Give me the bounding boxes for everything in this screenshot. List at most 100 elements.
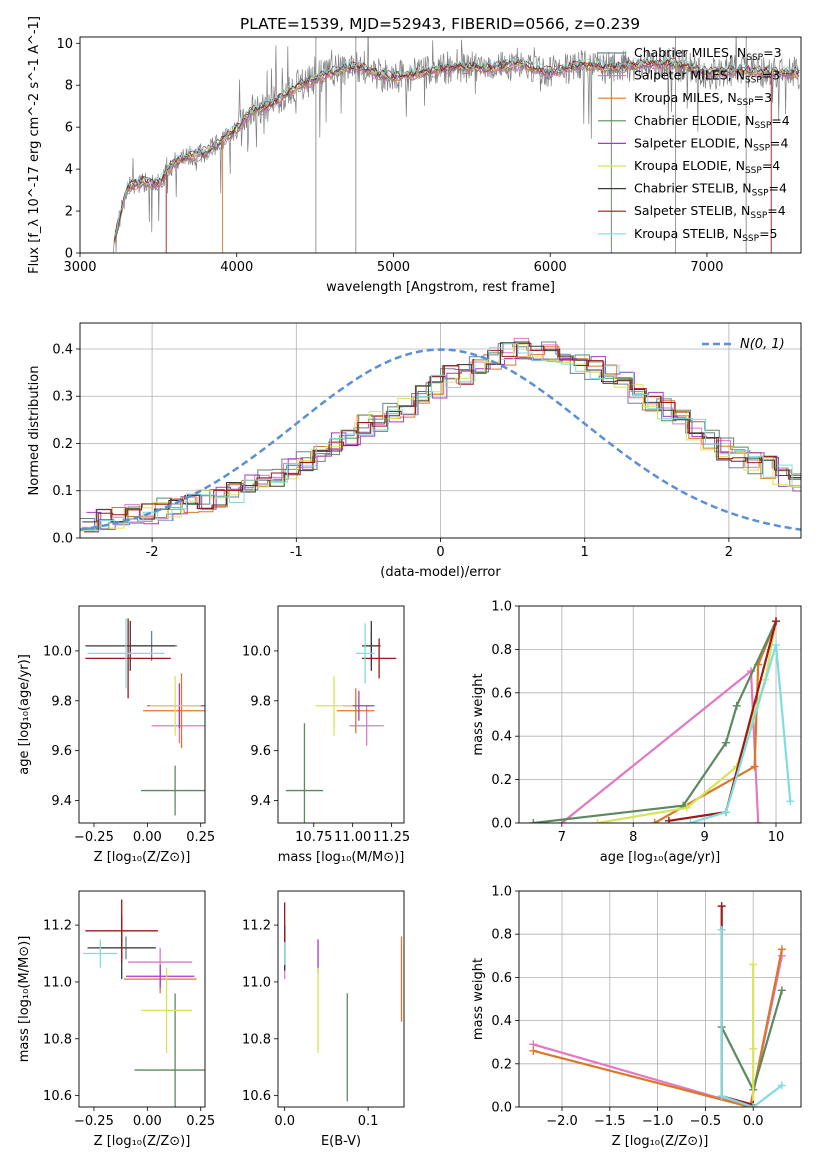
x-tick-label: 0.0 [743, 1114, 764, 1129]
x-tick-label: 0 [436, 545, 444, 560]
mass-weight-marker [749, 1044, 758, 1053]
legend-label: Kroupa STELIB, NSSP=5 [634, 226, 778, 244]
panel-age-vs-Z: −0.25 0.00 0.25 9.4 9.6 9.8 10.0 Z [log₁₀(Z/Z⊙)… [17, 605, 215, 865]
mass-weight-marker [754, 819, 763, 823]
panel-age-vs-mass: 10.75 11.00 11.25 9.4 9.6 9.8 10.0 mass [log₁₀(… [242, 605, 410, 865]
legend-subscript: SSP [752, 189, 769, 199]
legend-label: Kroupa MILES, NSSP=3 [634, 90, 772, 108]
legend-subscript: SSP [746, 53, 763, 63]
y-tick-label: 0.2 [491, 773, 512, 788]
grid [519, 606, 801, 823]
mass-weight-marker [777, 945, 786, 954]
histogram-step [80, 341, 801, 530]
y-tick-label: 9.4 [51, 794, 72, 809]
spectrum-legend: Chabrier MILES, NSSP=3 Salpeter MILES, NS… [598, 45, 790, 244]
axes-frame [79, 322, 802, 539]
axes-frame [79, 36, 802, 254]
panel-mass-vs-Z: −0.25 0.00 0.25 10.6 10.8 11.0 11.2 Z [log₁₀(Z/… [17, 890, 215, 1149]
histogram-step [80, 343, 801, 532]
x-tick-label: 8 [629, 830, 637, 845]
y-tick-label: 9.6 [250, 744, 271, 759]
y-axis-label: mass [log₁₀(M/M⊙)] [17, 936, 32, 1063]
mass-weight-marker [749, 960, 758, 969]
plot-area [112, 37, 800, 253]
y-tick-label: 10.8 [242, 1032, 271, 1047]
mass-weight-line [720, 990, 783, 1093]
mass-weight-marker [772, 617, 781, 626]
legend-subscript: SSP [737, 98, 754, 108]
y-tick-label: 10.0 [43, 644, 72, 659]
x-tick-label: 7 [558, 830, 566, 845]
x-tick-label: 10 [768, 830, 785, 845]
y-tick-label: 9.6 [51, 744, 72, 759]
plot-area [519, 606, 801, 823]
legend-normal-label: N(0, 1) [740, 337, 785, 352]
x-tick-label: 5000 [377, 260, 410, 275]
plot-area [80, 323, 801, 538]
x-axis-label: E(B-V) [321, 1134, 361, 1149]
x-tick-label: -1 [290, 545, 303, 560]
panel-residuals: -2 -1 0 1 2 0.0 0.1 0.2 0.3 0.4 (data-model)/error… [27, 322, 802, 580]
y-tick-label: 0.0 [52, 532, 73, 547]
y-tick-label: 0.2 [491, 1057, 512, 1072]
axes-frame [78, 605, 206, 824]
x-tick-label: 1 [581, 545, 589, 560]
y-tick-label: 1.0 [491, 600, 512, 615]
plot-area [83, 899, 205, 1107]
x-axis-label: Z [log₁₀(Z/Z⊙)] [94, 1134, 191, 1149]
y-tick-label: 8 [65, 79, 73, 94]
y-tick-label: 0.4 [491, 730, 512, 745]
y-tick-label: 0.4 [52, 342, 73, 357]
y-tick-label: 0.1 [52, 484, 73, 499]
legend-subscript: SSP [754, 121, 771, 131]
y-tick-label: 0.8 [491, 928, 512, 943]
y-tick-label: 0.6 [491, 971, 512, 986]
x-axis-label: wavelength [Angstrom, rest frame] [326, 280, 555, 295]
y-tick-label: 10.6 [43, 1089, 72, 1104]
plot-area [519, 891, 801, 1107]
panel-mass-vs-ebv: 0.0 0.1 10.6 10.8 11.0 11.2 E(B-V) [242, 890, 405, 1149]
x-axis-label: Z [log₁₀(Z/Z⊙)] [94, 850, 191, 865]
legend-subscript: SSP [753, 143, 770, 153]
legend-count: =3 [763, 45, 781, 60]
x-tick-label: 11.00 [334, 830, 371, 845]
y-tick-label: 6 [65, 121, 73, 136]
y-tick-label: 9.4 [250, 794, 271, 809]
y-tick-label: 1.0 [491, 885, 512, 900]
mass-weight-marker [777, 1081, 786, 1090]
axes-frame [277, 890, 405, 1108]
x-tick-label: 0.0 [274, 1114, 295, 1129]
mass-weight-marker [722, 808, 731, 817]
x-tick-label: 9 [700, 830, 708, 845]
axes-frame [518, 890, 802, 1108]
y-tick-label: 11.0 [43, 975, 72, 990]
y-axis-label: mass weight [471, 673, 486, 755]
mass-weight-line [668, 620, 778, 822]
plot-area [284, 902, 403, 1102]
x-axis-label: mass [log₁₀(M/M⊙)] [278, 850, 405, 865]
histogram-step [83, 342, 801, 533]
histogram-step [83, 346, 801, 530]
mass-weight-marker [777, 986, 786, 995]
mass-weight-line [720, 906, 754, 1106]
legend-label: Salpeter MILES, NSSP=3 [634, 68, 780, 86]
panel-weight-vs-Z: −2.0 −1.5 −1.0 −0.5 0.0 0.0 0.2 0.4 0.6 0.8 1.0 Z [… [471, 885, 802, 1149]
y-tick-label: 10.8 [43, 1032, 72, 1047]
axes-frame [277, 605, 405, 824]
y-tick-label: 0.3 [52, 390, 73, 405]
y-axis-label: mass weight [471, 958, 486, 1040]
x-tick-label: 2 [725, 545, 733, 560]
mass-weight-marker [750, 762, 759, 771]
legend-count: =4 [770, 135, 788, 150]
x-tick-label: 0.00 [133, 1114, 162, 1129]
legend-count: =3 [754, 90, 772, 105]
y-tick-label: 0.0 [491, 817, 512, 832]
histogram-step [81, 337, 801, 528]
x-tick-label: -2 [146, 545, 159, 560]
x-tick-label: 7000 [690, 260, 723, 275]
legend-subscript: SSP [742, 234, 759, 244]
y-tick-label: 0.2 [52, 437, 73, 452]
mass-weight-marker [722, 738, 731, 747]
y-axis-label: Flux [f_λ 10^-17 erg cm^-2 s^-1 A^-1] [27, 16, 42, 274]
